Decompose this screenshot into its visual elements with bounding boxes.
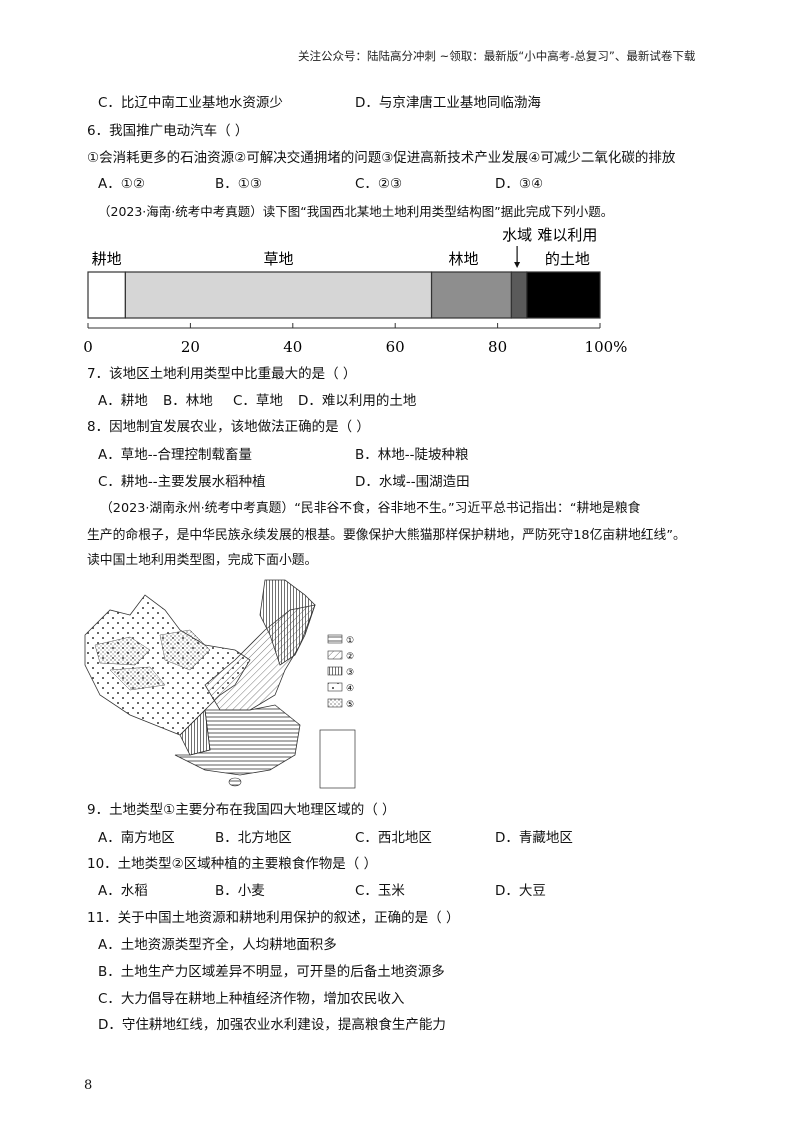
- page-header: 关注公众号：陆陆高分冲刺 ~领取：最新版“小中高考-总复习”、最新试卷下载: [298, 49, 696, 63]
- label-nanyi-1: 难以利用: [537, 226, 597, 244]
- label-gengdi: 耕地: [92, 250, 122, 268]
- bar-segment-0: [87, 271, 126, 319]
- q11-option-d: D．守住耕地红线，加强农业水利建设，提高粮食生产能力: [98, 1017, 446, 1033]
- label-shuiyu: 水域: [502, 226, 532, 244]
- arrow-head-icon: [514, 262, 521, 268]
- q11-option-b: B．土地生产力区域差异不明显，可开垦的后备土地资源多: [98, 964, 445, 980]
- x-tick-label: 60: [386, 338, 405, 356]
- q9-option-d: D．青藏地区: [495, 830, 573, 846]
- q8-option-d: D．水域--围湖造田: [355, 474, 470, 490]
- legend-3: ③: [346, 668, 354, 678]
- intro-2-line-2: 生产的命根子，是中华民族永续发展的根基。要像保护大熊猫那样保护耕地，严防死守18…: [87, 528, 686, 543]
- legend-4: ④: [346, 684, 354, 694]
- q8-option-a: A．草地--合理控制载畜量: [98, 447, 252, 463]
- x-tick-label: 20: [181, 338, 200, 356]
- q6-option-c: C．②③: [355, 176, 403, 192]
- q9-stem: 9．土地类型①主要分布在我国四大地理区域的（ ）: [87, 802, 396, 818]
- bar-segment-1: [124, 271, 433, 319]
- legend-5: ⑤: [346, 700, 354, 710]
- intro-2-line-1: （2023·湖南永州·统考中考真题）“民非谷不食，谷非地不生。”习近平总书记指出…: [100, 501, 641, 516]
- q7-option-d: D．难以利用的土地: [298, 393, 417, 409]
- china-land-use-map: ① ② ③ ④ ⑤: [84, 579, 356, 789]
- intro-2-line-3: 读中国土地利用类型图，完成下面小题。: [87, 553, 318, 568]
- x-tick-label: 80: [488, 338, 507, 356]
- q6-stem: 6．我国推广电动汽车（ ）: [87, 123, 249, 139]
- q6-statements: ①会消耗更多的石油资源②可解决交通拥堵的问题③促进高新技术产业发展④可减少二氧化…: [87, 150, 676, 166]
- label-lindi: 林地: [448, 250, 478, 268]
- label-nanyi-2: 的土地: [545, 250, 590, 268]
- q7-option-b: B．林地: [163, 393, 213, 409]
- region-1: [174, 704, 301, 776]
- land-use-structure-chart: 0 20 40 60 80 100% 耕地 草地 林地 水域 难以利用的土地: [83, 226, 628, 356]
- q10-stem: 10．土地类型②区域种植的主要粮食作物是（ ）: [87, 856, 378, 872]
- q11-option-a: A．土地资源类型齐全，人均耕地面积多: [98, 937, 337, 953]
- legend-2: ②: [346, 652, 354, 662]
- x-tick-label: 0: [83, 338, 93, 356]
- q6-option-b: B．①③: [215, 176, 262, 192]
- x-tick-label: 100%: [585, 338, 628, 356]
- q8-stem: 8．因地制宜发展农业，该地做法正确的是（ ）: [87, 419, 370, 435]
- intro-1: （2023·海南·统考中考真题）读下图“我国西北某地土地利用类型结构图”据此完成…: [98, 204, 614, 219]
- map-legend: ① ② ③ ④ ⑤: [327, 634, 354, 710]
- q7-option-a: A．耕地: [98, 393, 148, 409]
- label-caodi: 草地: [263, 250, 293, 268]
- q7-stem: 7．该地区土地利用类型中比重最大的是（ ）: [87, 366, 357, 382]
- region-5: [94, 629, 211, 691]
- q5-option-d: D．与京津唐工业基地同临渤海: [355, 95, 541, 111]
- q10-option-b: B．小麦: [215, 883, 265, 899]
- x-tick-label: 40: [283, 338, 302, 356]
- q8-option-b: B．林地--陡坡种粮: [355, 447, 469, 463]
- q7-option-c: C．草地: [233, 393, 283, 409]
- bar-segment-3: [510, 271, 528, 319]
- q9-option-a: A．南方地区: [98, 830, 175, 846]
- q10-option-c: C．玉米: [355, 883, 405, 899]
- q5-option-c: C．比辽中南工业基地水资源少: [98, 95, 283, 111]
- q10-option-d: D．大豆: [495, 883, 546, 899]
- q9-option-c: C．西北地区: [355, 830, 432, 846]
- q10-option-a: A．水稻: [98, 883, 148, 899]
- q8-option-c: C．耕地--主要发展水稻种植: [98, 474, 266, 490]
- bar-segment-2: [430, 271, 513, 319]
- q9-option-b: B．北方地区: [215, 830, 292, 846]
- q6-option-d: D．③④: [495, 176, 544, 192]
- bar-segment-4: [526, 271, 601, 319]
- legend-1: ①: [346, 636, 354, 646]
- q11-stem: 11．关于中国土地资源和耕地利用保护的叙述，正确的是（ ）: [87, 910, 460, 926]
- page-number: 8: [84, 1078, 93, 1093]
- q11-option-c: C．大力倡导在耕地上种植经济作物，增加农民收入: [98, 991, 405, 1007]
- q6-option-a: A．①②: [98, 176, 145, 192]
